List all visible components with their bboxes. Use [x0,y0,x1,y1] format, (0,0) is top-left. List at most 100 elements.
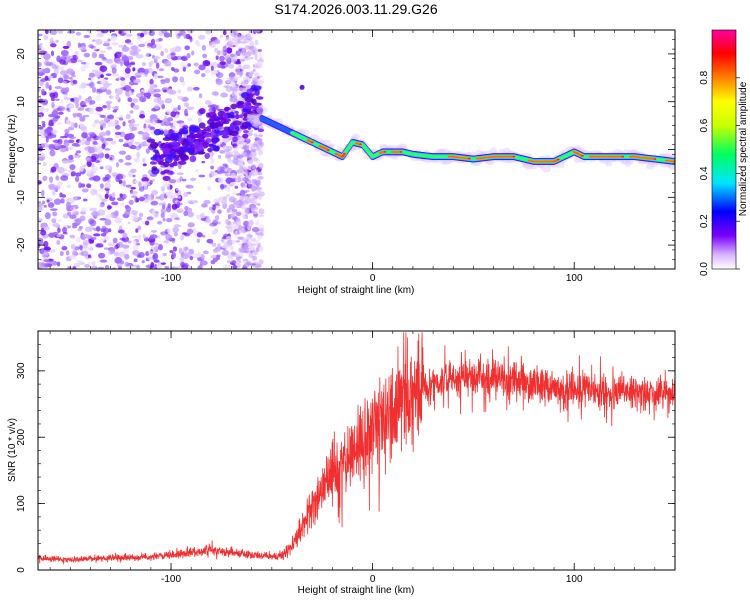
noise-blob [92,260,96,266]
noise-blob [52,134,57,138]
noise-blob [137,225,142,231]
noise-blob [169,47,177,53]
noise-blob [247,84,251,89]
noise-blob [163,240,169,244]
snr-axes: -100 0 100 0 100 200 300 [16,330,676,585]
noise-blob [253,133,258,137]
noise-blob [82,164,87,168]
noise-blob [82,198,88,202]
noise-blob [115,217,121,224]
noise-blob [91,122,97,128]
noise-blob [119,202,125,207]
noise-blob [158,68,165,72]
signal-cluster-blob [181,127,189,134]
noise-blob [124,253,130,260]
noise-blob [238,243,243,247]
noise-blob [242,51,248,56]
noise-blob [143,68,149,75]
noise-blob [163,32,171,38]
noise-blob [244,45,251,50]
noise-blob [251,170,256,177]
noise-blob [247,159,254,165]
noise-blob [52,211,58,217]
noise-blob [225,154,231,158]
noise-blob [57,111,64,115]
noise-blob [247,180,253,185]
noise-blob [114,131,122,136]
signal-cluster-blob [170,132,179,138]
noise-blob [217,154,222,159]
noise-blob [153,259,160,263]
signal-cluster-blob [209,131,216,138]
noise-blob [41,121,46,124]
noise-blob [50,129,58,135]
noise-blob [219,34,224,38]
noise-blob [170,111,177,118]
noise-blob [228,76,235,80]
noise-blob [209,152,214,158]
noise-blob [177,104,181,111]
noise-blob [215,55,219,60]
noise-blob [72,249,78,257]
noise-blob [52,222,59,228]
noise-blob [257,149,264,156]
spectrogram-image [38,30,675,269]
noise-blob [127,221,131,225]
noise-blob [160,207,166,214]
noise-blob [74,176,80,183]
noise-blob [42,175,48,181]
noise-blob [178,247,183,255]
noise-blob [101,198,108,203]
noise-blob [157,220,163,225]
noise-blob [150,229,158,233]
noise-blob [97,33,105,38]
noise-blob [149,239,155,246]
noise-blob [131,118,135,124]
noise-blob [59,251,64,257]
noise-blob [127,240,132,244]
noise-blob [75,218,82,225]
signal-cluster-blob [149,141,159,149]
noise-blob [197,42,201,47]
noise-blob [38,152,45,158]
noise-blob [51,218,57,224]
noise-blob [201,160,206,164]
noise-blob [231,84,236,88]
noise-blob [59,192,63,198]
noise-blob [258,175,262,182]
noise-blob [73,144,81,147]
noise-blob [155,62,160,69]
noise-blob [133,141,142,145]
noise-blob [135,54,144,59]
signal-cluster-blob [224,106,232,111]
noise-blob [237,256,243,259]
noise-blob [168,179,177,184]
ridge-halo [256,106,268,115]
noise-blob [131,215,139,222]
noise-blob [130,186,136,190]
noise-blob [244,144,250,148]
colorbar-tick-label: 0.6 [699,118,710,132]
noise-blob [205,100,212,106]
noise-blob [251,80,258,85]
noise-blob [118,30,122,34]
noise-blob [75,101,79,109]
noise-blob [130,190,138,195]
noise-blob [172,226,180,233]
noise-blob [124,67,131,74]
noise-blob [60,99,64,104]
noise-blob [72,155,78,159]
noise-blob [252,201,257,205]
noise-blob [257,49,262,52]
noise-blob [123,84,132,92]
noise-blob [162,204,166,209]
noise-blob [41,253,49,257]
noise-blob [242,258,249,262]
signal-cluster-blob [257,128,265,133]
noise-blob [233,75,239,82]
noise-blob [133,258,138,263]
ridge-peak [342,152,346,155]
noise-blob [156,262,162,269]
noise-blob [104,177,110,181]
noise-blob [78,139,83,146]
